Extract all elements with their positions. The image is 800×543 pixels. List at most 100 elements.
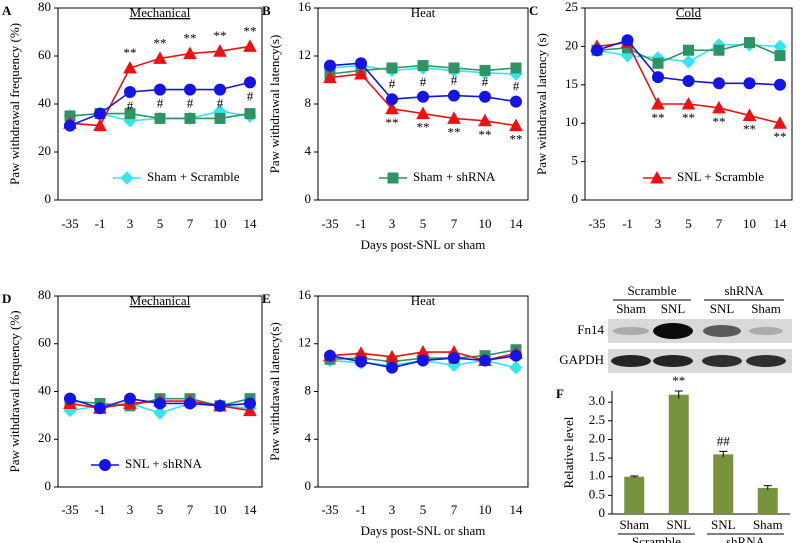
- y-tick-label: 12: [298, 335, 311, 350]
- point-label: **: [154, 35, 167, 50]
- marker: [243, 39, 257, 52]
- y-axis-label: Paw withdrawal latency(s): [267, 35, 282, 174]
- marker: [591, 44, 603, 57]
- blot-lane-label: SNL: [710, 301, 735, 316]
- marker: [243, 403, 257, 417]
- point-label: **: [244, 23, 257, 38]
- marker: [744, 37, 755, 49]
- y-tick-label: 5: [572, 153, 579, 168]
- marker: [324, 349, 336, 362]
- marker: [417, 354, 429, 367]
- panel-letter: F: [556, 386, 564, 401]
- plot-frame: [317, 295, 529, 488]
- x-tick-label: 14: [774, 216, 788, 231]
- x-tick-label: -1: [95, 216, 106, 231]
- x-tick-label: SNL: [711, 517, 736, 532]
- chart-title: Mechanical: [130, 5, 191, 20]
- marker: [681, 96, 696, 110]
- marker: [479, 90, 491, 103]
- y-tick-label: 80: [38, 287, 51, 302]
- point-label: #: [420, 74, 427, 89]
- plot-frame: [584, 7, 793, 201]
- y-axis-label: Paw withdrawal frequency (%): [7, 310, 22, 472]
- point-label: **: [774, 129, 787, 144]
- marker: [774, 50, 786, 62]
- x-tick-label: 3: [389, 216, 396, 231]
- marker: [509, 118, 523, 132]
- x-tick-label: 10: [214, 216, 227, 231]
- marker: [153, 406, 167, 420]
- marker: [510, 62, 522, 74]
- y-axis-label: Paw withdrawal latency(s): [267, 322, 282, 461]
- x-tick-label: 14: [510, 216, 524, 231]
- y-tick-label: 1.0: [589, 468, 605, 483]
- marker: [324, 59, 336, 72]
- series: ** ** ** ** **: [63, 23, 257, 132]
- marker: [64, 392, 76, 405]
- blot-band: [653, 355, 693, 367]
- chart-title: Heat: [411, 293, 436, 308]
- bar-label: ##: [717, 433, 731, 448]
- y-tick-label: 40: [38, 95, 51, 110]
- y-tick-label: 15: [565, 76, 578, 91]
- point-label: **: [386, 115, 399, 130]
- marker: [94, 107, 106, 120]
- y-tick-label: 2.5: [589, 412, 605, 427]
- marker: [355, 57, 367, 70]
- error-bar: [674, 390, 683, 399]
- marker: [355, 355, 367, 368]
- x-tick-label: 7: [451, 216, 458, 231]
- y-tick-label: 60: [38, 335, 51, 350]
- point-label: **: [510, 132, 523, 147]
- point-label: #: [217, 96, 224, 111]
- marker: [214, 112, 226, 124]
- y-tick-label: 0: [305, 191, 312, 206]
- marker: [510, 349, 522, 362]
- bar-label: **: [672, 373, 685, 388]
- marker: [713, 44, 725, 56]
- x-axis-label: Days post-SNL or sham: [361, 523, 486, 538]
- y-tick-label: 20: [38, 430, 51, 445]
- x-tick-label: Sham: [753, 517, 783, 532]
- x-tick-label: 7: [716, 216, 723, 231]
- marker: [93, 118, 107, 132]
- marker: [479, 64, 491, 76]
- marker: [385, 101, 399, 115]
- y-axis-label: Paw withdrawal latency (s): [534, 33, 549, 175]
- blot-band: [702, 355, 742, 367]
- point-label: **: [713, 114, 726, 129]
- marker: [652, 71, 664, 84]
- y-axis-label: Paw withdrawal frequency (%): [7, 23, 22, 185]
- marker: [713, 77, 725, 90]
- blot-band: [746, 355, 786, 367]
- error-bar: [719, 450, 728, 458]
- blot-band: [611, 355, 651, 367]
- blot-band: [749, 327, 783, 335]
- blot-lane-label: Sham: [616, 301, 646, 316]
- y-tick-label: 12: [298, 47, 311, 62]
- y-tick-label: 1.5: [589, 449, 605, 464]
- y-tick-label: 60: [38, 47, 51, 62]
- marker: [214, 399, 226, 412]
- x-tick-label: 3: [127, 216, 134, 231]
- marker: [479, 354, 491, 367]
- y-tick-label: 0: [599, 505, 606, 520]
- y-tick-label: 4: [305, 143, 312, 158]
- y-tick-label: 4: [305, 430, 312, 445]
- y-tick-label: 3.0: [589, 393, 605, 408]
- marker: [154, 112, 166, 124]
- x-tick-label: 5: [685, 216, 692, 231]
- blot-strip: [608, 319, 792, 343]
- blot-band: [613, 327, 649, 335]
- x-tick-label: 14: [510, 502, 524, 517]
- legend-label: SNL + Scramble: [677, 169, 764, 184]
- blot-group-label: Scramble: [627, 283, 676, 298]
- x-tick-label: 3: [389, 502, 396, 517]
- legend-marker: [99, 459, 111, 471]
- series: [591, 34, 786, 91]
- x-tick-label: 5: [157, 216, 164, 231]
- x-tick-label: 10: [479, 502, 492, 517]
- point-label: **: [682, 110, 695, 125]
- marker: [683, 44, 694, 56]
- marker: [712, 100, 726, 114]
